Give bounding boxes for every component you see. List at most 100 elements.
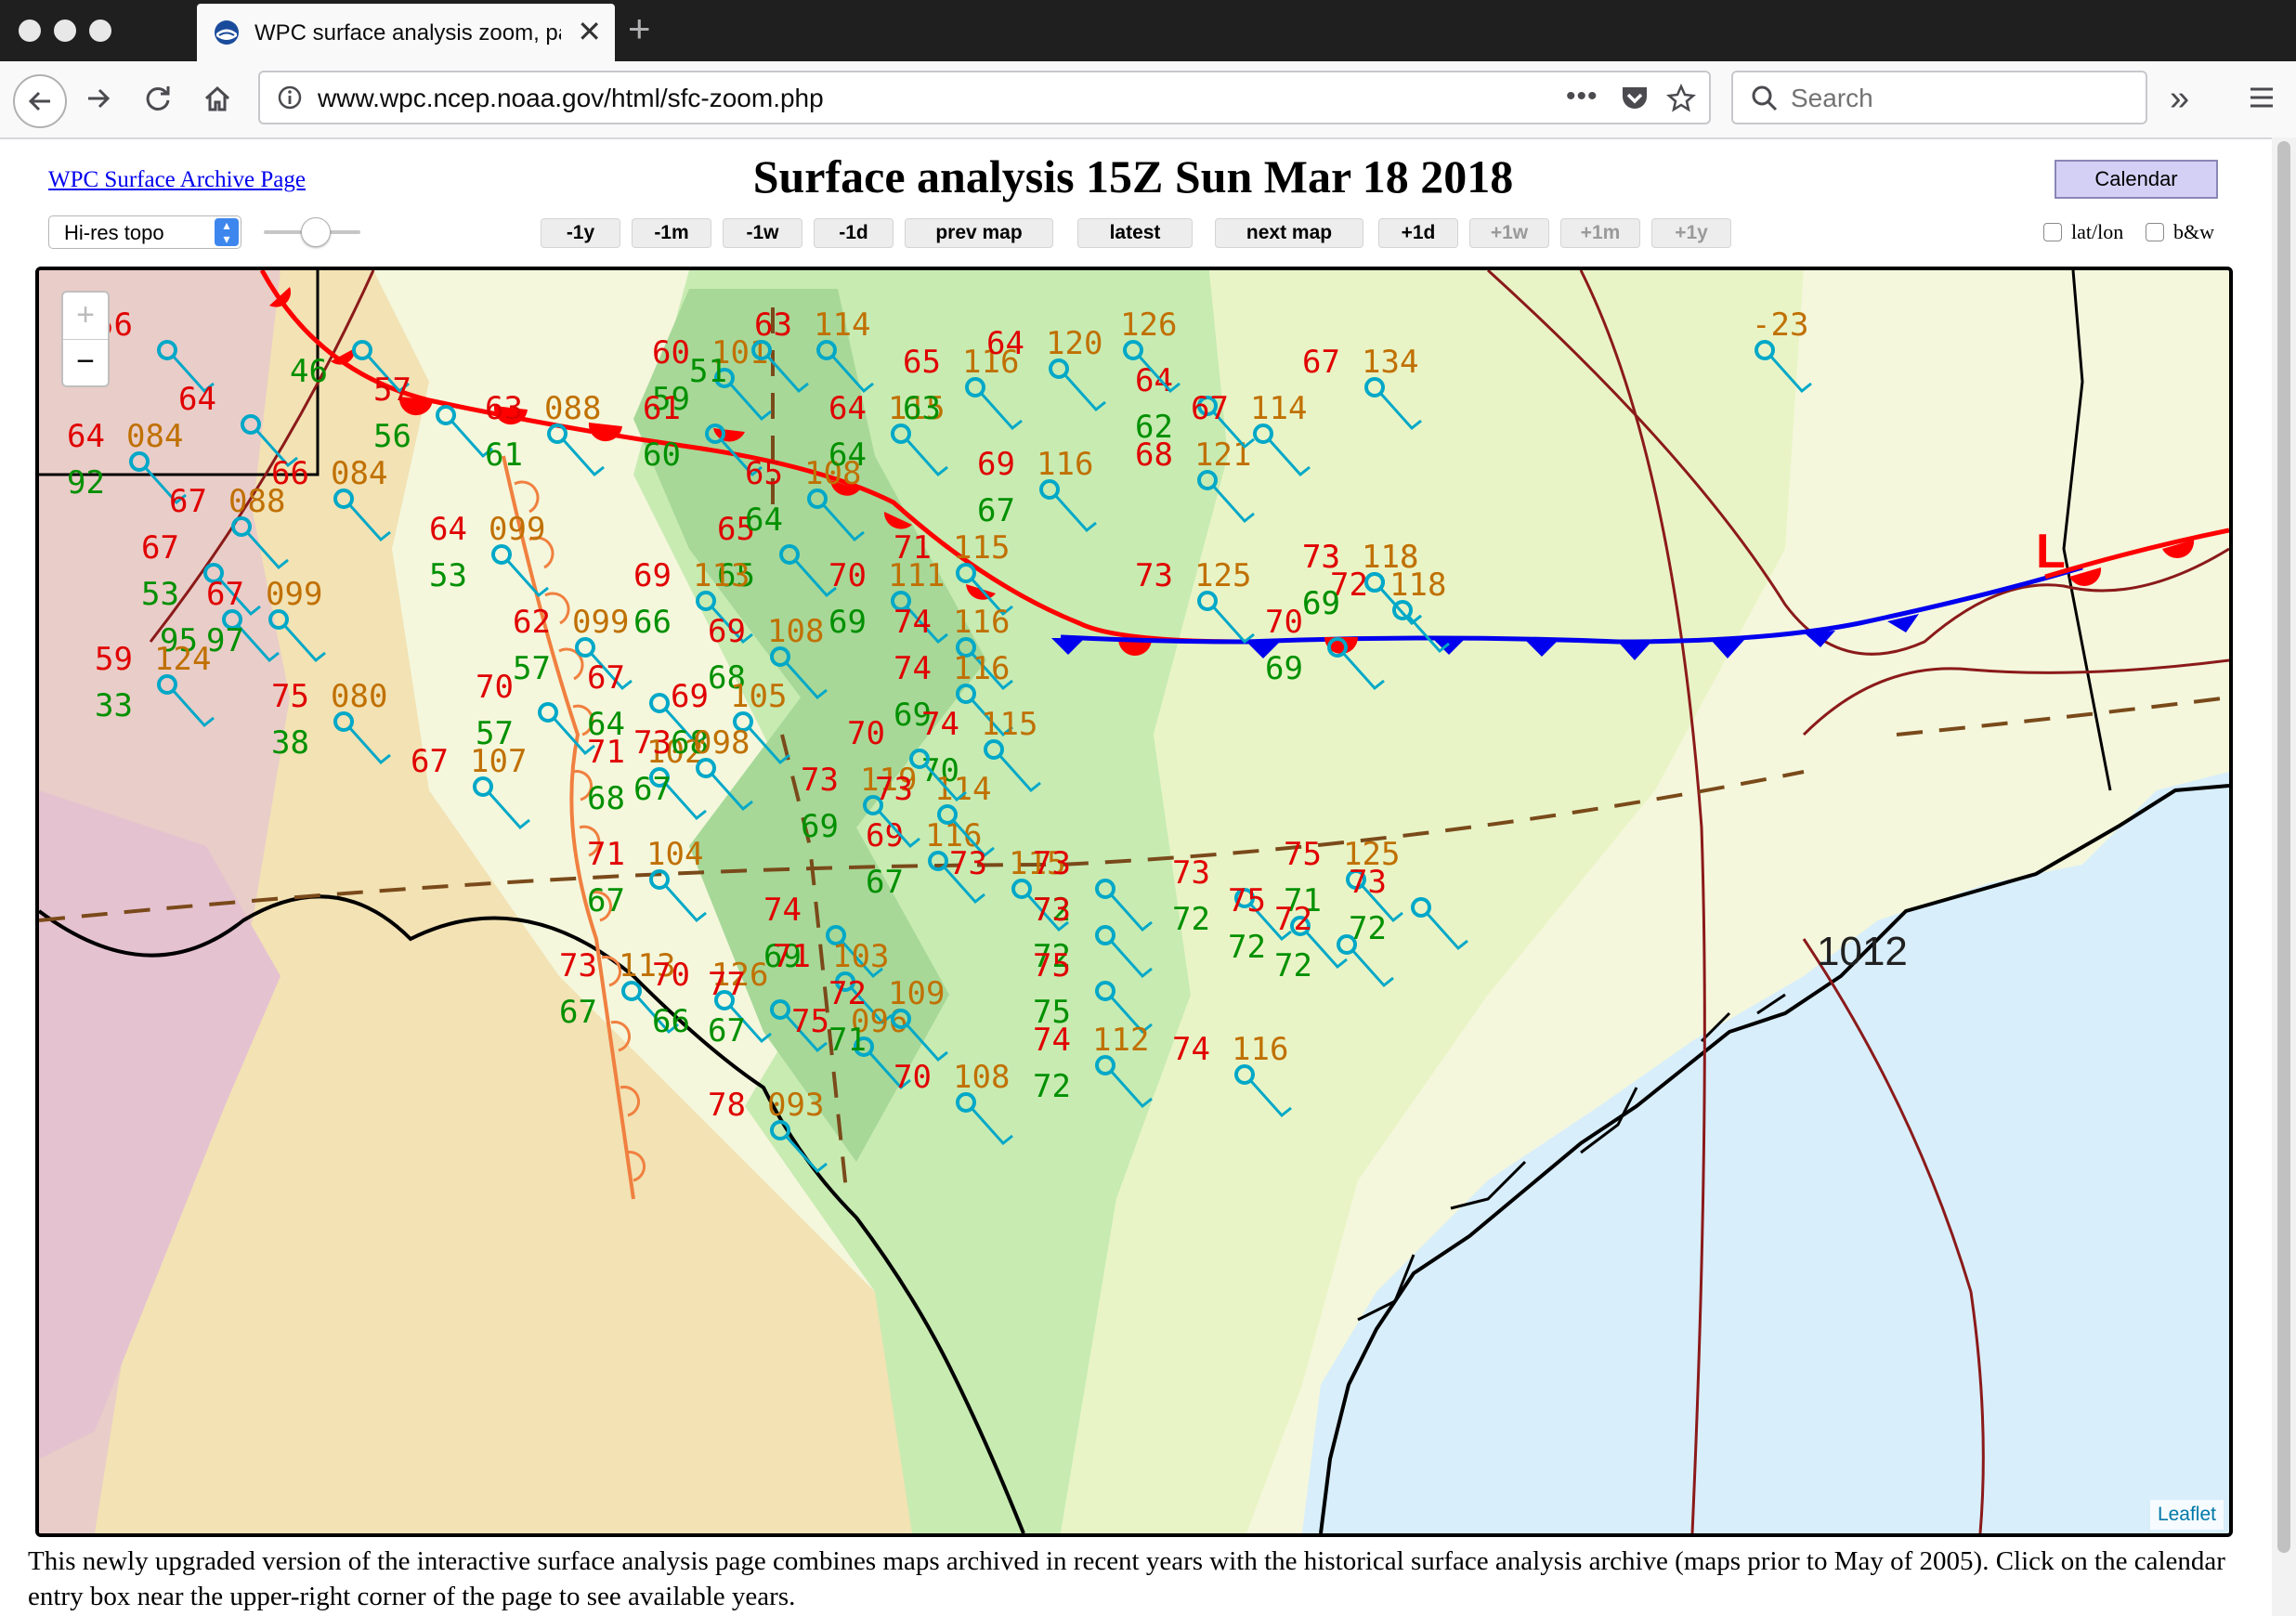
station-plot[interactable] — [770, 1120, 828, 1174]
reload-button[interactable] — [136, 76, 180, 121]
station-plot[interactable] — [891, 424, 948, 477]
latlon-checkbox[interactable] — [2043, 223, 2062, 241]
station-plot[interactable] — [547, 424, 605, 477]
search-input[interactable]: Search — [1791, 84, 1873, 112]
station-plot[interactable] — [352, 340, 410, 394]
station-plot[interactable] — [714, 990, 772, 1044]
station-plot[interactable] — [1197, 591, 1255, 645]
pocket-icon[interactable] — [1620, 85, 1650, 112]
station-plot[interactable] — [1327, 637, 1385, 691]
new-tab-icon[interactable]: + — [628, 7, 651, 50]
station-plot[interactable] — [965, 377, 1023, 431]
station-plot[interactable] — [826, 925, 883, 979]
station-plot[interactable] — [1095, 925, 1153, 979]
station-plot[interactable] — [1253, 424, 1311, 477]
nav-minus-1w-button[interactable]: -1w — [723, 218, 802, 248]
station-plot[interactable] — [157, 674, 215, 728]
station-plot[interactable] — [1197, 470, 1255, 524]
page-scrollbar[interactable] — [2272, 137, 2296, 1616]
window-close-dot[interactable] — [19, 20, 41, 42]
station-plot[interactable] — [1234, 888, 1292, 942]
station-plot[interactable] — [1049, 358, 1106, 412]
station-plot[interactable] — [956, 563, 1013, 617]
window-minimize-dot[interactable] — [54, 20, 76, 42]
tab-close-icon[interactable]: ✕ — [577, 15, 602, 48]
nav-plus-1d-button[interactable]: +1d — [1378, 218, 1458, 248]
station-plot[interactable] — [241, 414, 298, 468]
station-plot[interactable] — [649, 693, 707, 747]
search-bar[interactable]: Search — [1731, 71, 2147, 124]
scrollbar-thumb[interactable] — [2277, 141, 2290, 1553]
station-plot[interactable] — [1755, 340, 1812, 394]
station-plot[interactable] — [984, 739, 1041, 793]
page-actions-icon[interactable]: ••• — [1566, 81, 1598, 111]
station-plot[interactable] — [937, 804, 995, 858]
latest-button[interactable]: latest — [1077, 218, 1193, 248]
hamburger-menu-icon[interactable] — [2248, 84, 2276, 111]
station-plot[interactable] — [770, 999, 828, 1053]
station-plot[interactable] — [538, 702, 595, 756]
map-type-select[interactable]: Hi-res topo ▴ ▾ — [48, 215, 241, 249]
station-plot[interactable] — [157, 340, 215, 394]
station-plot[interactable] — [863, 795, 920, 849]
station-plot[interactable] — [807, 489, 865, 542]
nav-minus-1m-button[interactable]: -1m — [632, 218, 711, 248]
station-plot[interactable] — [1337, 934, 1394, 988]
station-plot[interactable] — [231, 516, 289, 570]
station-plot[interactable] — [1039, 479, 1097, 533]
station-plot[interactable] — [696, 591, 753, 645]
station-plot[interactable] — [779, 544, 837, 598]
station-plot[interactable] — [909, 749, 967, 802]
overflow-chevron-icon[interactable]: » — [2170, 79, 2190, 118]
station-plot[interactable] — [473, 776, 530, 830]
station-plot[interactable] — [714, 368, 772, 422]
station-plot[interactable] — [1411, 897, 1468, 951]
station-plot[interactable] — [575, 637, 633, 691]
url-bar[interactable]: www.wpc.ncep.noaa.gov/html/sfc-zoom.php … — [258, 71, 1711, 124]
bookmark-star-icon[interactable] — [1666, 84, 1696, 113]
leaflet-attribution-link[interactable]: Leaflet — [2149, 1500, 2224, 1530]
prev-map-button[interactable]: prev map — [905, 218, 1053, 248]
station-plot[interactable] — [1346, 869, 1403, 923]
station-plot[interactable] — [333, 711, 391, 765]
station-plot[interactable] — [1364, 377, 1422, 431]
station-plot[interactable] — [436, 405, 493, 459]
station-plot[interactable] — [854, 1036, 911, 1090]
station-plot[interactable] — [891, 1009, 948, 1062]
nav-plus-1y-button[interactable]: +1y — [1651, 218, 1731, 248]
station-plot[interactable] — [751, 340, 809, 394]
station-plot[interactable] — [956, 684, 1013, 737]
calendar-button[interactable]: Calendar — [2055, 160, 2218, 199]
station-plot[interactable] — [649, 869, 707, 923]
station-plot[interactable] — [956, 637, 1013, 691]
station-plot[interactable] — [696, 758, 753, 812]
station-plot[interactable] — [1197, 396, 1255, 450]
station-plot[interactable] — [891, 591, 948, 645]
archive-page-link[interactable]: WPC Surface Archive Page — [48, 167, 307, 192]
next-map-button[interactable]: next map — [1215, 218, 1363, 248]
station-plot[interactable] — [649, 767, 707, 821]
station-plot[interactable] — [1290, 916, 1348, 970]
surface-analysis-map[interactable]: 1012 — [35, 267, 2233, 1537]
station-plot[interactable] — [1364, 572, 1422, 626]
nav-plus-1w-button[interactable]: +1w — [1469, 218, 1549, 248]
zoom-in-button[interactable]: + — [63, 293, 108, 340]
station-plot[interactable] — [733, 711, 790, 765]
station-plot[interactable] — [1011, 879, 1069, 932]
info-icon[interactable] — [277, 85, 303, 111]
browser-tab[interactable]: WPC surface analysis zoom, pa ✕ — [197, 4, 615, 61]
station-plot[interactable] — [1392, 600, 1450, 654]
station-plot[interactable] — [222, 609, 280, 663]
station-plot[interactable] — [770, 646, 828, 700]
forward-button[interactable] — [76, 76, 121, 121]
nav-minus-1d-button[interactable]: -1d — [814, 218, 894, 248]
station-plot[interactable] — [1095, 879, 1153, 932]
station-plot[interactable] — [203, 563, 261, 617]
station-plot[interactable] — [705, 424, 763, 477]
nav-plus-1m-button[interactable]: +1m — [1560, 218, 1640, 248]
station-plot[interactable] — [268, 609, 326, 663]
station-plot[interactable] — [491, 544, 549, 598]
window-maximize-dot[interactable] — [89, 20, 111, 42]
map-canvas[interactable]: 1012 — [39, 270, 2229, 1533]
station-plot[interactable] — [333, 489, 391, 542]
